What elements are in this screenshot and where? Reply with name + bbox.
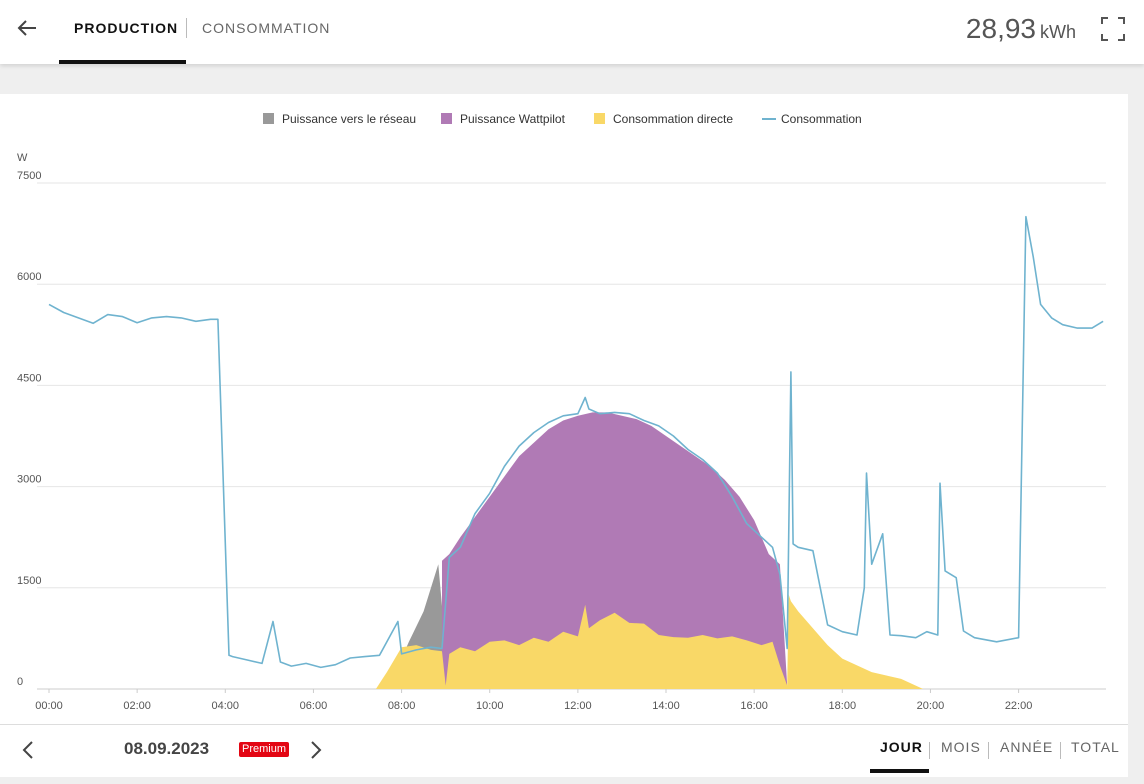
tab-divider (186, 18, 187, 38)
legend-line-consumption (762, 118, 776, 120)
top-bar: PRODUCTION CONSOMMATION 28,93 kWh (0, 0, 1144, 64)
y-tick-label: 6000 (17, 271, 41, 283)
x-tick-label: 14:00 (652, 700, 680, 712)
chevron-right-icon (311, 741, 322, 759)
period-divider (929, 742, 930, 759)
next-day-button[interactable] (306, 739, 326, 761)
energy-total-unit: kWh (1040, 22, 1076, 42)
energy-total-value: 28,93 (965, 13, 1036, 44)
y-tick-label: 7500 (17, 170, 41, 182)
chart-panel: Puissance vers le réseau Puissance Wattp… (0, 94, 1128, 724)
arrow-left-icon (17, 20, 36, 36)
period-tab-total[interactable]: TOTAL (1071, 739, 1120, 755)
premium-badge: Premium (239, 742, 290, 757)
legend-label: Puissance Wattpilot (460, 112, 565, 126)
axis-layer: 0 1500 3000 4500 6000 7500 W 00:00 02:00 04:00 06:… (17, 152, 1032, 712)
series-consommation-line (48, 215, 1104, 669)
x-tick-label: 20:00 (917, 700, 945, 712)
fullscreen-button[interactable] (1100, 16, 1126, 42)
tab-consommation[interactable]: CONSOMMATION (202, 20, 331, 36)
x-tick-label: 06:00 (300, 700, 328, 712)
y-tick-label: 4500 (17, 372, 41, 384)
x-tick-label: 00:00 (35, 700, 63, 712)
y-tick-label: 3000 (17, 474, 41, 486)
period-divider (988, 742, 989, 759)
x-tick-label: 04:00 (212, 700, 240, 712)
legend-swatch-direct (594, 113, 605, 124)
x-tick-label: 10:00 (476, 700, 504, 712)
chart-legend: Puissance vers le réseau Puissance Wattp… (0, 111, 1128, 127)
current-date[interactable]: 08.09.2023 (124, 739, 210, 758)
legend-label: Consommation directe (613, 112, 734, 126)
line-layer (48, 215, 1104, 669)
y-tick-label: 1500 (17, 575, 41, 587)
series-consommation-directe-area (375, 594, 924, 689)
legend-swatch-grid-export (263, 113, 274, 124)
prev-day-button[interactable] (18, 739, 38, 761)
tab-production[interactable]: PRODUCTION (74, 20, 179, 36)
y-tick-label: 0 (17, 676, 23, 688)
area-layer (375, 412, 924, 689)
active-tab-indicator (59, 60, 186, 64)
energy-total: 28,93 kWh (966, 12, 1076, 46)
x-tick-label: 16:00 (740, 700, 768, 712)
x-tick-label: 22:00 (1005, 700, 1033, 712)
active-period-indicator (870, 769, 929, 773)
power-chart[interactable]: 0 1500 3000 4500 6000 7500 W 00:00 02:00 04:00 06:… (0, 94, 1128, 724)
series-puissance-wattpilot-area (442, 412, 788, 689)
back-button[interactable] (14, 14, 42, 42)
x-tick-label: 08:00 (388, 700, 416, 712)
period-tab-jour[interactable]: JOUR (880, 739, 923, 755)
x-tick-label: 02:00 (123, 700, 151, 712)
x-tick-label: 18:00 (829, 700, 857, 712)
bottom-bar: 08.09.2023 Premium JOUR MOIS ANNÉE TOTAL (0, 724, 1128, 777)
x-tick-label: 12:00 (564, 700, 592, 712)
legend-swatch-wattpilot (441, 113, 452, 124)
chevron-left-icon (22, 741, 33, 759)
period-tab-mois[interactable]: MOIS (941, 739, 981, 755)
legend-label: Consommation (781, 112, 862, 126)
y-axis-label: W (17, 152, 28, 164)
period-divider (1060, 742, 1061, 759)
legend-label: Puissance vers le réseau (282, 112, 417, 126)
period-tab-annee[interactable]: ANNÉE (1000, 739, 1054, 755)
fullscreen-icon (1101, 17, 1125, 41)
